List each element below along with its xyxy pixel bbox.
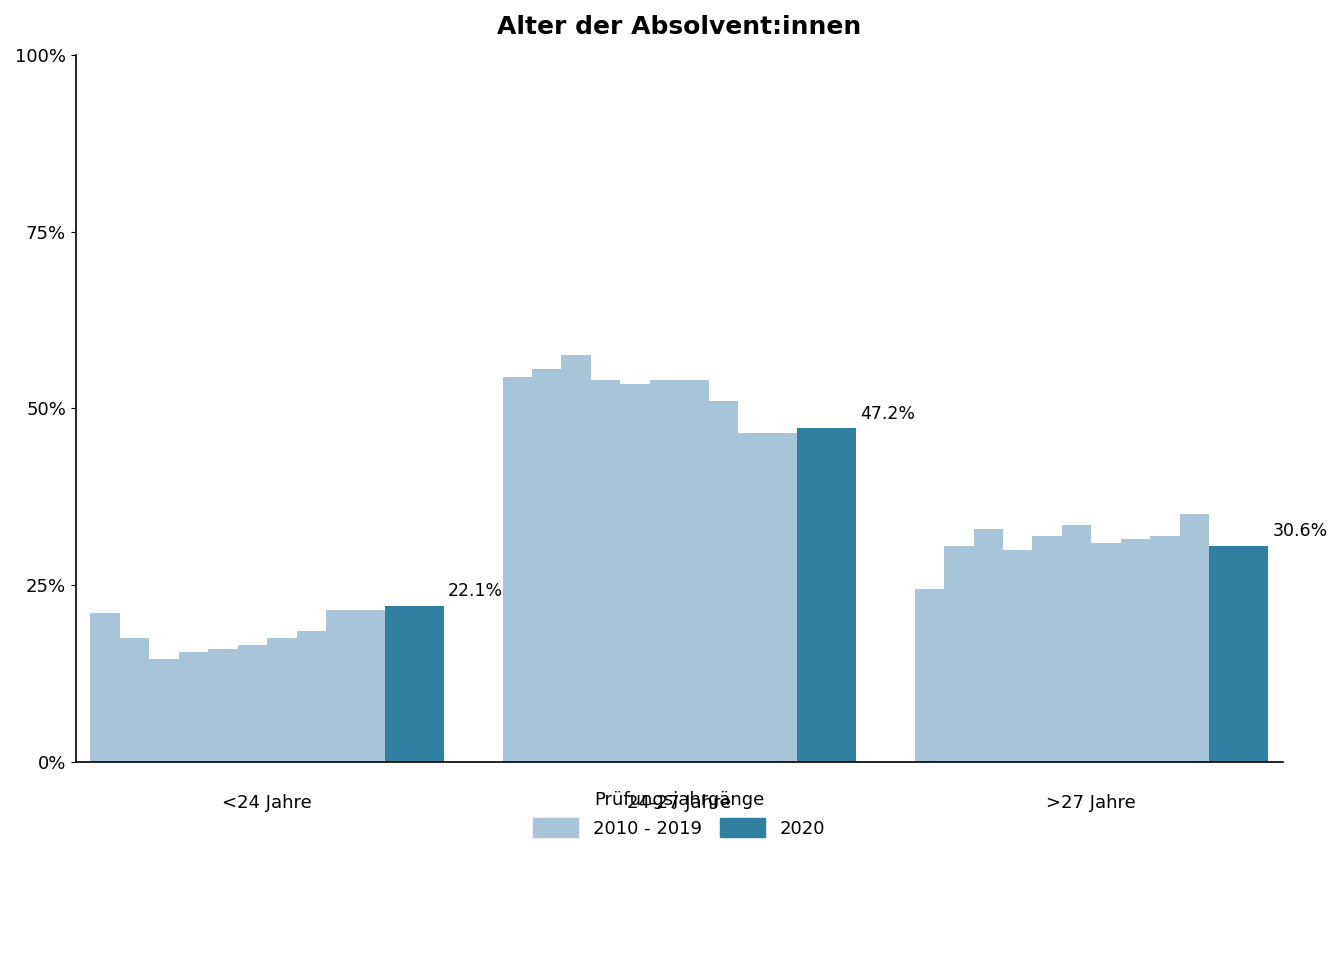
Bar [738,433,767,762]
Bar [1121,540,1150,762]
Bar [679,380,708,762]
Text: 24-27 Jahre: 24-27 Jahre [628,794,731,812]
Bar [384,606,444,762]
Bar [1091,542,1121,762]
Bar [649,380,679,762]
Bar [120,638,149,762]
Text: <24 Jahre: <24 Jahre [222,794,312,812]
Bar [708,401,738,762]
Bar [591,380,621,762]
Bar [1003,550,1032,762]
Bar [503,376,532,762]
Text: >27 Jahre: >27 Jahre [1047,794,1136,812]
Text: 22.1%: 22.1% [448,582,503,600]
Bar [179,653,208,762]
Bar [355,610,384,762]
Bar [973,529,1003,762]
Bar [149,660,179,762]
Bar [327,610,355,762]
Text: 47.2%: 47.2% [860,404,915,422]
Bar [297,631,327,762]
Bar [797,428,856,762]
Title: Alter der Absolvent:innen: Alter der Absolvent:innen [497,15,862,39]
Bar [238,645,267,762]
Bar [915,588,943,762]
Bar [621,384,649,762]
Bar [90,613,120,762]
Bar [267,638,297,762]
Bar [1062,525,1091,762]
Bar [1032,536,1062,762]
Bar [1150,536,1180,762]
Bar [532,370,562,762]
Bar [767,433,797,762]
Bar [1210,545,1267,762]
Text: 30.6%: 30.6% [1273,522,1328,540]
Bar [208,649,238,762]
Bar [562,355,591,762]
Bar [1180,515,1210,762]
Legend: 2010 - 2019, 2020: 2010 - 2019, 2020 [526,784,832,845]
Bar [943,546,973,762]
